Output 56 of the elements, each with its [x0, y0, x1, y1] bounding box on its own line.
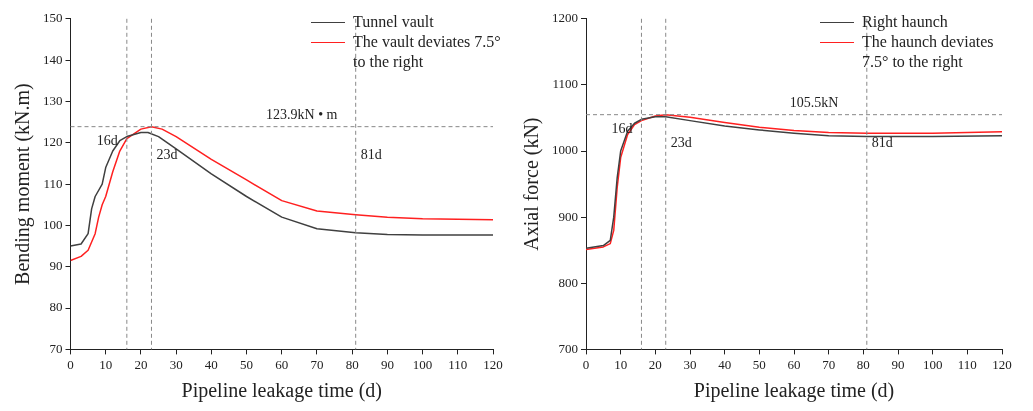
ref-line-label: 123.9kN • m: [266, 107, 338, 123]
y-tick-label: 1000: [552, 142, 578, 158]
legend-label: The vault deviates 7.5° to the right: [353, 32, 502, 72]
x-tick-label: 40: [204, 356, 218, 372]
x-tick-label: 20: [134, 356, 148, 372]
x-tick-label: 70: [310, 356, 324, 372]
y-tick-label: 110: [43, 175, 63, 191]
x-tick-label: 60: [275, 356, 289, 372]
ref-line-label: 81d: [360, 147, 382, 163]
x-axis-title: Pipeline leakage time (d): [181, 379, 382, 403]
y-tick-label: 150: [43, 10, 63, 26]
x-tick-label: 0: [67, 356, 74, 372]
x-tick-label: 50: [752, 356, 766, 372]
y-tick-label: 700: [558, 340, 578, 356]
x-tick-label: 30: [683, 356, 697, 372]
legend-label: Right haunch: [862, 12, 949, 32]
x-tick-label: 120: [483, 356, 503, 372]
ref-line-label: 105.5kN: [789, 95, 839, 111]
y-tick-label: 80: [49, 299, 63, 315]
ref-line-label: 16d: [96, 133, 118, 149]
x-tick-label: 70: [822, 356, 836, 372]
x-tick-label: 100: [922, 356, 943, 372]
legend-label: The haunch deviates 7.5° to the right: [862, 32, 995, 72]
x-tick-label: 90: [891, 356, 905, 372]
x-tick-label: 80: [856, 356, 870, 372]
y-tick-label: 120: [43, 134, 63, 150]
x-tick-label: 50: [240, 356, 254, 372]
x-tick-label: 110: [957, 356, 977, 372]
y-tick-label: 1100: [552, 76, 578, 92]
x-tick-label: 100: [412, 356, 433, 372]
y-tick-label: 100: [43, 216, 63, 232]
x-tick-label: 10: [99, 356, 113, 372]
x-tick-label: 80: [345, 356, 359, 372]
x-tick-label: 110: [448, 356, 468, 372]
y-tick-label: 130: [43, 92, 63, 108]
ref-line-label: 23d: [670, 135, 692, 151]
x-tick-label: 90: [380, 356, 394, 372]
y-tick-label: 70: [49, 340, 63, 356]
y-tick-label: 140: [43, 51, 63, 67]
y-tick-label: 90: [49, 258, 63, 274]
x-tick-label: 0: [582, 356, 590, 372]
ref-line-label: 23d: [156, 147, 178, 163]
ref-line-label: 81d: [871, 135, 893, 151]
y-tick-label: 1200: [552, 10, 578, 26]
x-tick-label: 20: [648, 356, 662, 372]
x-tick-label: 10: [614, 356, 628, 372]
x-tick-label: 40: [718, 356, 732, 372]
x-tick-label: 120: [992, 356, 1012, 372]
y-tick-label: 900: [558, 208, 578, 224]
y-axis-title: Bending moment (kN.m): [11, 83, 35, 285]
x-tick-label: 30: [169, 356, 183, 372]
x-axis-title: Pipeline leakage time (d): [693, 379, 895, 403]
y-axis-title: Axial force (kN): [520, 117, 544, 251]
legend-label: Tunnel vault: [353, 12, 435, 32]
y-tick-label: 800: [558, 274, 578, 290]
x-tick-label: 60: [787, 356, 801, 372]
